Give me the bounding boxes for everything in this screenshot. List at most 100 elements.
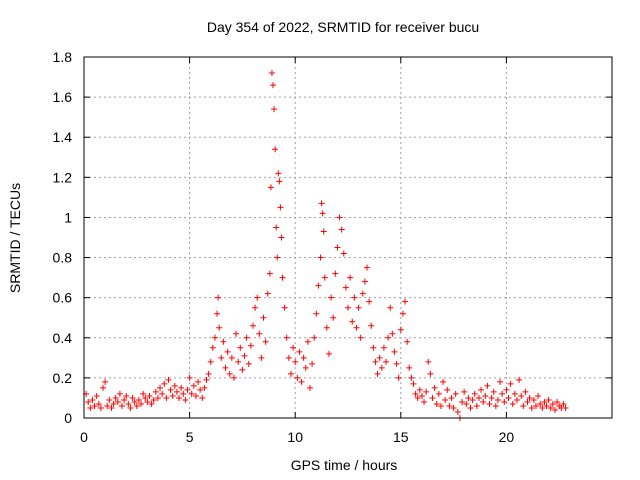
data-point [233,330,240,337]
data-point [376,354,383,361]
data-point [391,348,398,355]
data-point [345,304,351,311]
data-point [222,364,229,371]
data-point [296,348,303,355]
data-point [201,384,208,391]
data-point [138,400,145,407]
data-point [421,398,428,405]
y-tick-label: 0 [64,410,72,426]
data-point [399,310,406,317]
data-point [97,404,104,411]
data-point [271,106,278,113]
data-point [186,374,193,381]
data-point [547,404,554,411]
data-point [364,264,371,271]
data-point [342,284,349,291]
data-point [140,390,147,397]
data-point [351,294,358,301]
data-point [539,404,546,411]
data-point [133,402,140,409]
data-point [435,390,442,397]
data-point [425,358,432,365]
data-point [91,402,98,409]
data-point [528,404,535,411]
data-point [192,392,199,399]
data-point [503,386,510,393]
y-axis-label: SRMTID / TECUs [7,183,23,293]
data-point [247,342,254,349]
data-point [461,388,468,395]
data-point [349,318,356,325]
data-point [387,304,394,311]
data-point [440,378,447,385]
data-point [385,334,392,341]
data-point [311,334,318,341]
data-point [530,396,537,403]
data-point [315,282,322,289]
data-point [543,402,550,409]
data-point [357,334,364,341]
data-point [150,396,157,403]
data-point [273,224,280,231]
data-point [287,370,294,377]
data-point [108,404,115,411]
data-point [159,390,166,397]
x-tick-label: 5 [186,429,194,445]
data-point [433,400,440,407]
data-point [513,396,520,403]
data-point [254,294,261,301]
data-point [359,290,366,297]
data-point [520,402,527,409]
data-point [475,394,482,401]
data-point [562,404,569,411]
data-point [148,400,155,407]
data-point [488,394,495,401]
data-point [492,402,499,409]
data-point [260,314,267,321]
data-point [163,394,170,401]
data-point [418,392,425,399]
data-point [268,70,275,77]
data-point [239,366,246,373]
x-tick-label: 0 [80,429,88,445]
data-point [258,354,265,361]
data-point [237,344,244,351]
data-point [532,402,539,409]
data-point [383,358,390,365]
y-tick-label: 1 [64,209,72,225]
data-point [416,386,423,393]
data-point [290,344,297,351]
data-point [110,400,117,407]
y-tick-label: 0.2 [53,370,73,386]
data-point [281,304,288,311]
data-point [302,364,309,371]
data-point [313,310,320,317]
data-point [535,392,542,399]
data-point [448,394,455,401]
data-point [374,370,381,377]
x-tick-label: 20 [499,429,515,445]
data-point [169,392,176,399]
data-point [211,334,218,341]
data-point [509,400,516,407]
data-point [471,390,478,397]
data-point [173,388,180,395]
data-point [522,388,529,395]
data-point [272,146,279,153]
data-point [309,360,316,367]
data-point [355,304,362,311]
data-point [397,326,404,333]
y-tick-label: 1.2 [53,169,73,185]
data-point [524,398,531,405]
data-point [276,178,283,185]
data-point [414,394,421,401]
data-point [537,400,544,407]
data-point [446,402,453,409]
data-point [321,274,328,281]
data-point [278,234,285,241]
data-point [330,314,337,321]
data-point [205,370,212,377]
data-point [129,394,136,401]
data-point [125,400,132,407]
data-point [408,374,415,381]
